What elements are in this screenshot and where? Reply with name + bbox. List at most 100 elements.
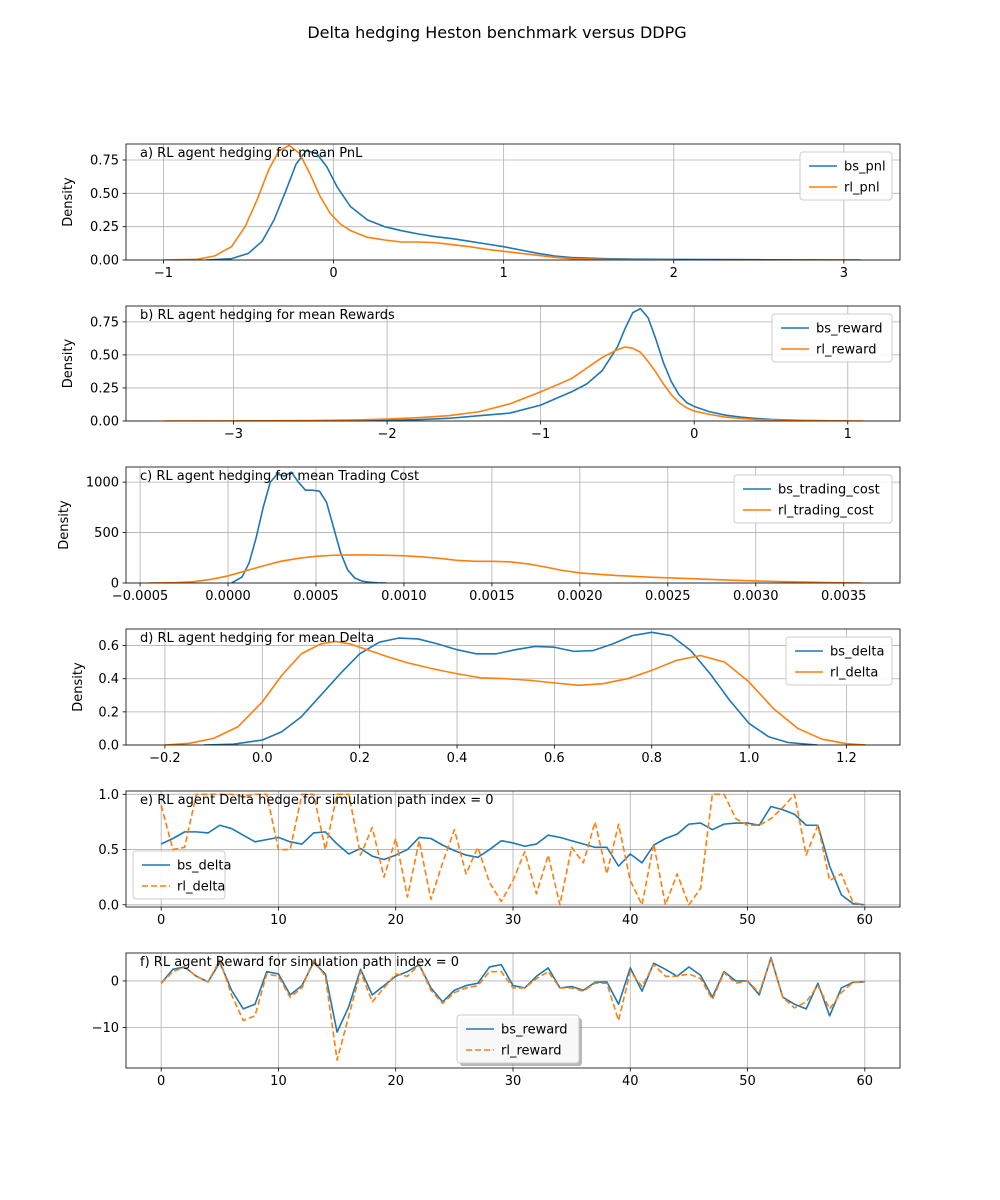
y-tick-label: 0 — [111, 974, 119, 989]
subplot-d: −0.2 0.0 0.2 0.4 0.6 0.8 1.0 1.2 0.0 0.2 0.4 0.6 d) … — [71, 628, 901, 766]
y-tick-label: 0.00 — [90, 415, 119, 430]
x-tick-label: 50 — [739, 1074, 756, 1089]
x-tick-label: −3 — [224, 427, 243, 442]
subplot-title: f) RL agent Reward for simulation path i… — [140, 955, 459, 970]
axes-frame — [125, 143, 901, 261]
subplot-f: 0 10 20 30 40 50 60 −10 0 f) RL agent Reward for … — [92, 952, 901, 1089]
legend: bs_delta rl_delta — [785, 636, 893, 686]
legend-label: rl_delta — [177, 880, 225, 895]
legend-box — [785, 636, 893, 686]
legend-label: bs_trading_cost — [778, 483, 880, 498]
y-tick-label: 0.5 — [98, 843, 119, 858]
series-line-rl-trading-cost — [148, 554, 862, 583]
x-tick-label: 0.4 — [447, 751, 468, 766]
y-tick-label: −10 — [92, 1021, 119, 1036]
legend: bs_pnl rl_pnl — [799, 151, 893, 201]
legend-label: bs_reward — [816, 322, 883, 337]
series-line-bs-pnl — [205, 149, 861, 260]
subplot-title: b) RL agent hedging for mean Rewards — [140, 308, 395, 323]
y-tick-label: 0.75 — [90, 315, 119, 330]
x-tick-label: 0.2 — [349, 751, 370, 766]
y-tick-label: 0.00 — [90, 254, 119, 269]
legend-label: rl_delta — [830, 666, 878, 681]
x-tick-label: 0.0000 — [205, 589, 251, 604]
x-tick-label: 0 — [157, 913, 165, 928]
legend-box — [771, 313, 893, 363]
x-tick-label: 0.0030 — [733, 589, 779, 604]
series-line-bs-delta — [203, 631, 818, 745]
subplot-e: 0 10 20 30 40 50 60 0.0 0.5 1.0 e) RL agent Delta … — [98, 788, 901, 928]
x-tick-label: 0.6 — [544, 751, 565, 766]
y-tick-label: 1.0 — [98, 788, 119, 803]
x-tick-label: 40 — [622, 1074, 639, 1089]
axes-frame — [125, 790, 901, 908]
y-tick-label: 1000 — [86, 476, 119, 491]
legend-label: bs_delta — [830, 645, 884, 660]
legend-label: bs_pnl — [844, 160, 886, 175]
figure-title: Delta hedging Heston benchmark versus DD… — [307, 23, 686, 42]
x-tick-label: −2 — [377, 427, 396, 442]
x-tick-label: 2 — [670, 266, 678, 281]
series-line-rl-reward — [160, 957, 865, 1061]
subplot-title: e) RL agent Delta hedge for simulation p… — [140, 793, 494, 808]
legend: bs_trading_cost rl_trading_cost — [733, 474, 893, 524]
x-tick-label: 20 — [387, 1074, 404, 1089]
legend-label: bs_delta — [177, 859, 231, 874]
axes-frame — [125, 466, 901, 584]
y-tick-label: 0.0 — [98, 898, 119, 913]
subplot-title: c) RL agent hedging for mean Trading Cos… — [140, 469, 419, 484]
x-tick-label: 30 — [505, 913, 522, 928]
subplot-c: −0.0005 0.0000 0.0005 0.0010 0.0015 0.0020 0.0… — [57, 466, 901, 604]
x-tick-label: 10 — [270, 1074, 287, 1089]
x-tick-label: 0.0 — [252, 751, 273, 766]
legend: bs_delta rl_delta — [132, 850, 231, 900]
series-line-rl-reward — [164, 346, 864, 421]
x-tick-label: 50 — [739, 913, 756, 928]
y-tick-label: 0.0 — [98, 739, 119, 754]
legend-box — [132, 850, 226, 900]
series-line-bs-trading-cost — [231, 471, 387, 583]
y-tick-label: 0.75 — [90, 154, 119, 169]
y-tick-label: 0.50 — [90, 187, 119, 202]
x-tick-label: −1 — [154, 266, 173, 281]
series-line-rl-pnl — [163, 144, 674, 260]
x-tick-label: 0.0010 — [381, 589, 427, 604]
x-tick-label: 30 — [505, 1074, 522, 1089]
x-tick-label: −0.0005 — [112, 589, 168, 604]
series-line-rl-delta — [160, 793, 865, 906]
y-tick-label: 0.6 — [98, 639, 119, 654]
x-tick-label: 0 — [157, 1074, 165, 1089]
x-tick-label: 0 — [690, 427, 698, 442]
axes-frame — [125, 305, 901, 422]
subplot-b: −3 −2 −1 0 1 0.00 0.25 0.50 0.75 b) RL agent hedg… — [61, 305, 901, 442]
x-tick-label: 40 — [622, 913, 639, 928]
legend-label: rl_trading_cost — [778, 504, 874, 519]
legend-box — [799, 151, 893, 201]
x-tick-label: 20 — [387, 913, 404, 928]
legend-label: rl_reward — [816, 343, 876, 358]
y-tick-label: 0.50 — [90, 348, 119, 363]
y-axis-label: Density — [61, 177, 76, 227]
series-line-bs-delta — [160, 805, 865, 906]
x-tick-label: 0.0035 — [821, 589, 867, 604]
x-tick-label: 60 — [857, 1074, 874, 1089]
x-tick-label: −0.2 — [149, 751, 181, 766]
x-tick-label: 3 — [840, 266, 848, 281]
x-tick-label: 1.0 — [739, 751, 760, 766]
legend-box — [733, 474, 893, 524]
y-tick-label: 0.2 — [98, 705, 119, 720]
x-tick-label: 1 — [500, 266, 508, 281]
x-tick-label: −1 — [531, 427, 550, 442]
y-tick-label: 500 — [94, 526, 119, 541]
y-tick-label: 0.25 — [90, 381, 119, 396]
x-tick-label: 60 — [857, 913, 874, 928]
y-axis-label: Density — [71, 662, 86, 712]
x-tick-label: 10 — [270, 913, 287, 928]
subplot-title: d) RL agent hedging for mean Delta — [140, 631, 374, 646]
y-tick-label: 0.4 — [98, 672, 119, 687]
y-tick-label: 0 — [111, 577, 119, 592]
x-tick-label: 0.0020 — [557, 589, 603, 604]
legend: bs_reward rl_reward — [771, 313, 893, 363]
subplot-a: −1 0 1 2 3 0.00 0.25 0.50 0.75 a) RL agent hedgin… — [61, 143, 901, 281]
